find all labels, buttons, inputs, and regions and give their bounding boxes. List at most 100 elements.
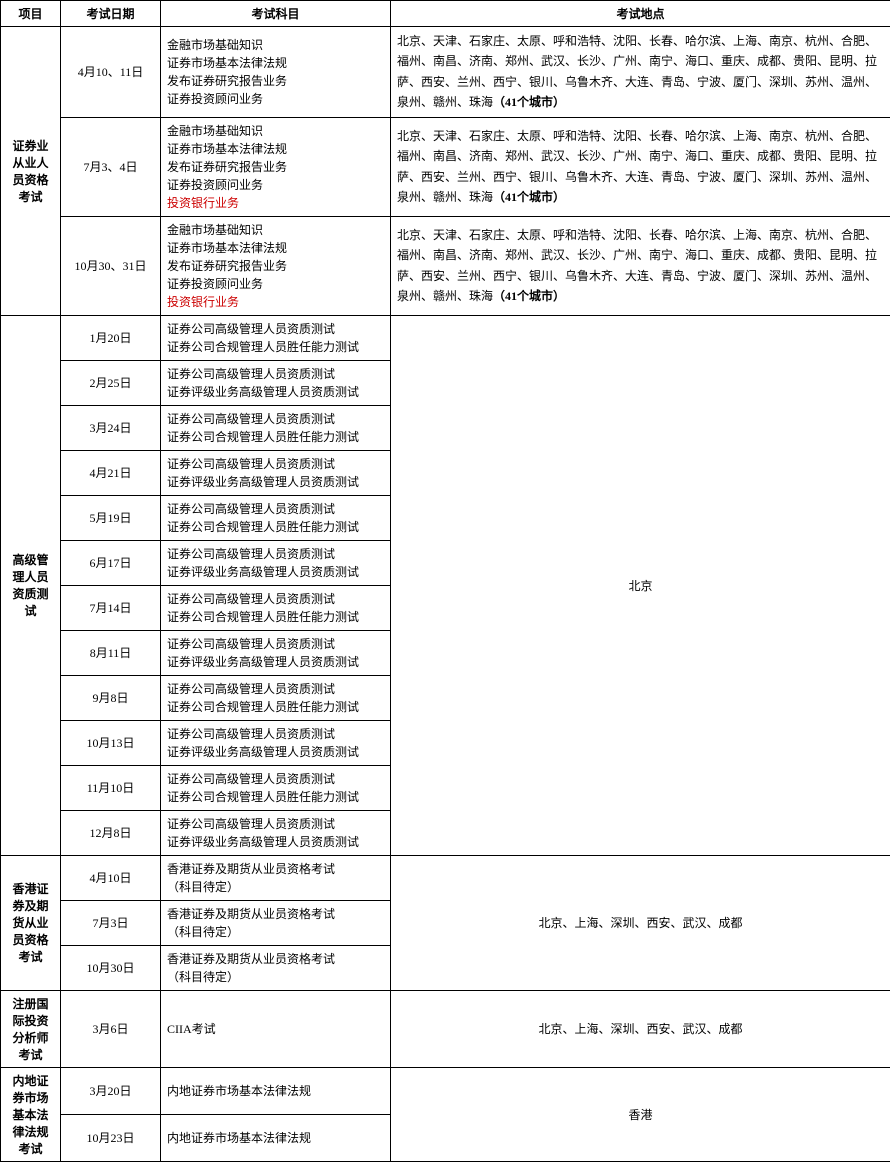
subject-line: 内地证券市场基本法律法规 — [167, 1082, 384, 1100]
subject-cell: 证券公司高级管理人员资质测试证券评级业务高级管理人员资质测试 — [161, 360, 391, 405]
location-cell: 北京、天津、石家庄、太原、呼和浩特、沈阳、长春、哈尔滨、上海、南京、杭州、合肥、… — [391, 117, 890, 216]
subject-line: 证券投资顾问业务 — [167, 176, 384, 194]
subject-line: 证券公司高级管理人员资质测试 — [167, 545, 384, 563]
table-row: 注册国际投资分析师考试3月6日CIIA考试北京、上海、深圳、西安、武汉、成都 — [1, 990, 890, 1067]
subject-line-highlight: 投资银行业务 — [167, 194, 384, 212]
subject-line: 证券公司合规管理人员胜任能力测试 — [167, 428, 384, 446]
date-cell: 7月3日 — [61, 900, 161, 945]
project-cell: 高级管理人员资质测试 — [1, 315, 61, 855]
subject-line: 金融市场基础知识 — [167, 122, 384, 140]
location-cell: 北京、天津、石家庄、太原、呼和浩特、沈阳、长春、哈尔滨、上海、南京、杭州、合肥、… — [391, 216, 890, 315]
subject-line: 证券投资顾问业务 — [167, 90, 384, 108]
location-text: 北京、天津、石家庄、太原、呼和浩特、沈阳、长春、哈尔滨、上海、南京、杭州、合肥、… — [397, 129, 877, 204]
subject-line: 香港证券及期货从业员资格考试 — [167, 950, 384, 968]
subject-line: 证券公司高级管理人员资质测试 — [167, 770, 384, 788]
date-cell: 10月23日 — [61, 1114, 161, 1161]
date-cell: 5月19日 — [61, 495, 161, 540]
subject-line: 证券公司高级管理人员资质测试 — [167, 725, 384, 743]
subject-line: 证券公司合规管理人员胜任能力测试 — [167, 788, 384, 806]
subject-cell: CIIA考试 — [161, 990, 391, 1067]
subject-line: 金融市场基础知识 — [167, 36, 384, 54]
subject-cell: 内地证券市场基本法律法规 — [161, 1114, 391, 1161]
subject-line: 证券市场基本法律法规 — [167, 239, 384, 257]
date-cell: 4月10日 — [61, 855, 161, 900]
subject-line: 证券评级业务高级管理人员资质测试 — [167, 653, 384, 671]
subject-line: 金融市场基础知识 — [167, 221, 384, 239]
subject-line: 发布证券研究报告业务 — [167, 158, 384, 176]
subject-cell: 证券公司高级管理人员资质测试证券公司合规管理人员胜任能力测试 — [161, 405, 391, 450]
subject-line: 证券公司高级管理人员资质测试 — [167, 410, 384, 428]
subject-cell: 证券公司高级管理人员资质测试证券评级业务高级管理人员资质测试 — [161, 540, 391, 585]
subject-cell: 证券公司高级管理人员资质测试证券评级业务高级管理人员资质测试 — [161, 810, 391, 855]
subject-cell: 证券公司高级管理人员资质测试证券公司合规管理人员胜任能力测试 — [161, 675, 391, 720]
location-count: （41个城市） — [493, 289, 565, 303]
subject-cell: 香港证券及期货从业员资格考试（科目待定） — [161, 855, 391, 900]
subject-cell: 香港证券及期货从业员资格考试（科目待定） — [161, 900, 391, 945]
subject-line: 证券公司合规管理人员胜任能力测试 — [167, 518, 384, 536]
project-cell: 内地证券市场基本法律法规考试 — [1, 1067, 61, 1161]
subject-line: 证券投资顾问业务 — [167, 275, 384, 293]
subject-line: 证券评级业务高级管理人员资质测试 — [167, 473, 384, 491]
location-text: 北京、天津、石家庄、太原、呼和浩特、沈阳、长春、哈尔滨、上海、南京、杭州、合肥、… — [397, 34, 877, 109]
subject-line: 证券公司高级管理人员资质测试 — [167, 365, 384, 383]
date-cell: 1月20日 — [61, 315, 161, 360]
exam-schedule-table: 项目 考试日期 考试科目 考试地点 证券业从业人员资格考试4月10、11日金融市… — [0, 0, 890, 1162]
location-cell: 北京、上海、深圳、西安、武汉、成都 — [391, 990, 890, 1067]
subject-line-highlight: 投资银行业务 — [167, 293, 384, 311]
header-row: 项目 考试日期 考试科目 考试地点 — [1, 1, 890, 27]
date-cell: 6月17日 — [61, 540, 161, 585]
date-cell: 10月30、31日 — [61, 216, 161, 315]
subject-cell: 香港证券及期货从业员资格考试（科目待定） — [161, 945, 391, 990]
table-row: 证券业从业人员资格考试4月10、11日金融市场基础知识证券市场基本法律法规发布证… — [1, 27, 890, 118]
subject-line: （科目待定） — [167, 968, 384, 986]
location-count: （41个城市） — [493, 190, 565, 204]
subject-line: 证券公司高级管理人员资质测试 — [167, 680, 384, 698]
subject-line: 内地证券市场基本法律法规 — [167, 1129, 384, 1147]
subject-line: 证券评级业务高级管理人员资质测试 — [167, 563, 384, 581]
header-location: 考试地点 — [391, 1, 890, 27]
subject-line: （科目待定） — [167, 923, 384, 941]
subject-line: 证券评级业务高级管理人员资质测试 — [167, 743, 384, 761]
subject-cell: 证券公司高级管理人员资质测试证券公司合规管理人员胜任能力测试 — [161, 765, 391, 810]
subject-line: 证券市场基本法律法规 — [167, 140, 384, 158]
date-cell: 10月30日 — [61, 945, 161, 990]
date-cell: 12月8日 — [61, 810, 161, 855]
subject-cell: 内地证券市场基本法律法规 — [161, 1067, 391, 1114]
table-row: 香港证券及期货从业员资格考试4月10日香港证券及期货从业员资格考试（科目待定）北… — [1, 855, 890, 900]
subject-line: 证券公司高级管理人员资质测试 — [167, 500, 384, 518]
subject-cell: 金融市场基础知识证券市场基本法律法规发布证券研究报告业务证券投资顾问业务投资银行… — [161, 117, 391, 216]
subject-line: CIIA考试 — [167, 1020, 384, 1038]
subject-cell: 证券公司高级管理人员资质测试证券公司合规管理人员胜任能力测试 — [161, 495, 391, 540]
date-cell: 10月13日 — [61, 720, 161, 765]
subject-cell: 金融市场基础知识证券市场基本法律法规发布证券研究报告业务证券投资顾问业务 — [161, 27, 391, 118]
subject-line: 证券公司高级管理人员资质测试 — [167, 320, 384, 338]
table-row: 高级管理人员资质测试1月20日证券公司高级管理人员资质测试证券公司合规管理人员胜… — [1, 315, 890, 360]
location-cell: 北京 — [391, 315, 890, 855]
location-cell: 北京、上海、深圳、西安、武汉、成都 — [391, 855, 890, 990]
date-cell: 2月25日 — [61, 360, 161, 405]
location-text: 北京、天津、石家庄、太原、呼和浩特、沈阳、长春、哈尔滨、上海、南京、杭州、合肥、… — [397, 228, 877, 303]
table-row: 内地证券市场基本法律法规考试3月20日内地证券市场基本法律法规香港 — [1, 1067, 890, 1114]
subject-line: 发布证券研究报告业务 — [167, 257, 384, 275]
header-date: 考试日期 — [61, 1, 161, 27]
subject-cell: 证券公司高级管理人员资质测试证券评级业务高级管理人员资质测试 — [161, 630, 391, 675]
subject-line: 证券公司高级管理人员资质测试 — [167, 815, 384, 833]
date-cell: 9月8日 — [61, 675, 161, 720]
date-cell: 3月6日 — [61, 990, 161, 1067]
date-cell: 3月24日 — [61, 405, 161, 450]
date-cell: 4月10、11日 — [61, 27, 161, 118]
header-subject: 考试科目 — [161, 1, 391, 27]
subject-line: 证券公司合规管理人员胜任能力测试 — [167, 608, 384, 626]
table-row: 10月30、31日金融市场基础知识证券市场基本法律法规发布证券研究报告业务证券投… — [1, 216, 890, 315]
project-cell: 证券业从业人员资格考试 — [1, 27, 61, 316]
subject-line: 证券公司高级管理人员资质测试 — [167, 635, 384, 653]
location-cell: 北京、天津、石家庄、太原、呼和浩特、沈阳、长春、哈尔滨、上海、南京、杭州、合肥、… — [391, 27, 890, 118]
subject-line: 证券评级业务高级管理人员资质测试 — [167, 383, 384, 401]
subject-line: 证券公司高级管理人员资质测试 — [167, 590, 384, 608]
date-cell: 7月3、4日 — [61, 117, 161, 216]
subject-cell: 金融市场基础知识证券市场基本法律法规发布证券研究报告业务证券投资顾问业务投资银行… — [161, 216, 391, 315]
table-row: 7月3、4日金融市场基础知识证券市场基本法律法规发布证券研究报告业务证券投资顾问… — [1, 117, 890, 216]
subject-line: 证券公司合规管理人员胜任能力测试 — [167, 338, 384, 356]
subject-line: 证券评级业务高级管理人员资质测试 — [167, 833, 384, 851]
subject-line: 证券市场基本法律法规 — [167, 54, 384, 72]
